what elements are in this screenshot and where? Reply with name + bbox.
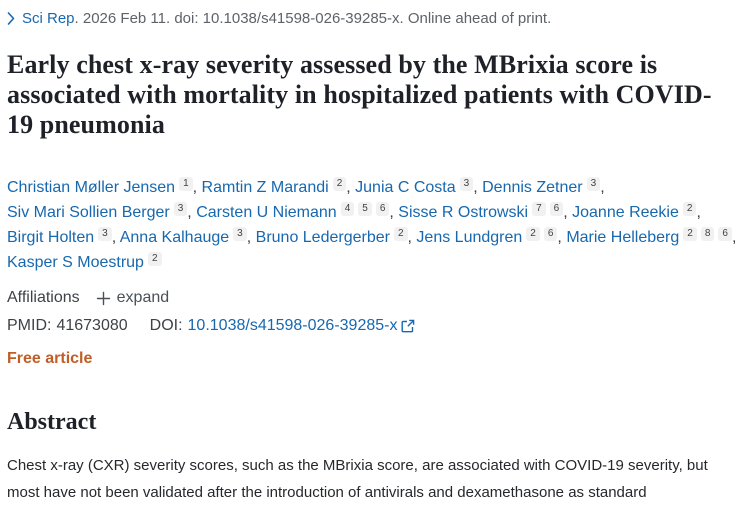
- author-link[interactable]: Birgit Holten: [7, 229, 95, 246]
- author-item: Siv Mari Sollien Berger 3,: [7, 202, 192, 221]
- author-superscripts: 2: [390, 227, 408, 246]
- author-link[interactable]: Carsten U Niemann: [196, 204, 337, 221]
- author-separator: ,: [346, 179, 351, 196]
- journal-link[interactable]: Sci Rep: [22, 10, 75, 27]
- journal-citation-line: Sci Rep. 2026 Feb 11. doi: 10.1038/s4159…: [7, 9, 742, 28]
- free-article-badge: Free article: [7, 350, 93, 367]
- author-item: Ramtin Z Marandi 2,: [201, 177, 351, 196]
- author-separator: ,: [563, 204, 568, 221]
- author-separator: ,: [696, 204, 701, 221]
- author-superscripts: 2: [144, 252, 162, 271]
- affiliation-superscript[interactable]: 3: [459, 177, 474, 191]
- authors-list: Christian Møller Jensen 1, Ramtin Z Maran…: [7, 175, 742, 275]
- plus-icon: [96, 291, 111, 306]
- affiliation-superscript[interactable]: 6: [543, 227, 558, 241]
- author-item: Kasper S Moestrup 2: [7, 252, 162, 271]
- author-item: Junia C Costa 3,: [355, 177, 478, 196]
- affiliation-superscript[interactable]: 6: [718, 227, 732, 241]
- affiliation-superscript[interactable]: 2: [683, 227, 697, 241]
- author-separator: ,: [407, 229, 412, 246]
- pmid-value: 41673080: [56, 317, 128, 334]
- author-separator: ,: [731, 229, 737, 246]
- external-link-icon: [401, 319, 415, 333]
- author-separator: ,: [473, 179, 478, 196]
- affiliation-superscript[interactable]: 1: [179, 177, 193, 191]
- author-item: Joanne Reekie 2,: [572, 202, 701, 221]
- affiliation-superscript[interactable]: 4: [340, 202, 355, 216]
- author-link[interactable]: Kasper S Moestrup: [7, 254, 144, 271]
- author-link[interactable]: Anna Kalhauge: [119, 229, 230, 246]
- author-separator: ,: [600, 179, 605, 196]
- affiliation-superscript[interactable]: 5: [358, 202, 372, 216]
- affiliations-row: Affiliations expand: [7, 289, 742, 307]
- author-link[interactable]: Sisse R Ostrowski: [398, 204, 529, 221]
- author-superscripts: 3: [229, 227, 247, 246]
- author-superscripts: 3: [583, 177, 601, 196]
- author-link[interactable]: Jens Lundgren: [416, 229, 523, 246]
- author-separator: ,: [192, 179, 198, 196]
- expand-affiliations-button[interactable]: expand: [96, 289, 170, 307]
- affiliation-superscript[interactable]: 8: [700, 227, 715, 241]
- chevron-right-icon[interactable]: [7, 12, 15, 25]
- author-superscripts: 2: [329, 177, 347, 196]
- doi-label: DOI:: [149, 317, 183, 334]
- author-separator: ,: [389, 204, 394, 221]
- article-title: Early chest x-ray severity assessed by t…: [7, 50, 712, 139]
- affiliation-superscript[interactable]: 3: [98, 227, 112, 241]
- affiliation-superscript[interactable]: 7: [532, 202, 546, 216]
- author-item: Dennis Zetner 3,: [482, 177, 605, 196]
- affiliation-superscript[interactable]: 3: [586, 177, 601, 191]
- identifiers-row: PMID: 41673080 DOI: 10.1038/s41598-026-3…: [7, 317, 742, 335]
- affiliation-superscript[interactable]: 6: [549, 202, 564, 216]
- author-separator: ,: [557, 229, 562, 246]
- affiliation-superscript[interactable]: 2: [526, 227, 540, 241]
- author-link[interactable]: Joanne Reekie: [572, 204, 679, 221]
- abstract-text: Chest x-ray (CXR) severity scores, such …: [7, 457, 708, 501]
- affiliation-superscript[interactable]: 6: [375, 202, 390, 216]
- expand-affiliations-label: expand: [116, 289, 170, 306]
- pmid-label: PMID:: [7, 317, 52, 334]
- author-link[interactable]: Ramtin Z Marandi: [201, 179, 329, 196]
- affiliations-label: Affiliations: [7, 289, 80, 306]
- author-superscripts: 3: [94, 227, 112, 246]
- author-separator: ,: [246, 229, 252, 246]
- author-link[interactable]: Dennis Zetner: [482, 179, 583, 196]
- author-link[interactable]: Marie Helleberg: [566, 229, 680, 246]
- affiliation-superscript[interactable]: 2: [147, 252, 162, 266]
- author-separator: ,: [187, 204, 192, 221]
- author-link[interactable]: Junia C Costa: [355, 179, 456, 196]
- author-item: Marie Helleberg 2 8 6,: [566, 227, 737, 246]
- citation-text-wrap: Sci Rep. 2026 Feb 11. doi: 10.1038/s4159…: [22, 9, 551, 28]
- author-superscripts: 3: [456, 177, 474, 196]
- doi-link[interactable]: 10.1038/s41598-026-39285-x: [187, 317, 398, 334]
- affiliation-superscript[interactable]: 3: [233, 227, 247, 241]
- author-link[interactable]: Siv Mari Sollien Berger: [7, 204, 170, 221]
- affiliation-superscript[interactable]: 2: [332, 177, 347, 191]
- author-item: Bruno Ledergerber 2,: [255, 227, 412, 246]
- author-superscripts: 3: [170, 202, 188, 221]
- citation-text: . 2026 Feb 11. doi: 10.1038/s41598-026-3…: [74, 10, 552, 27]
- author-item: Carsten U Niemann 4 5 6,: [196, 202, 394, 221]
- author-link[interactable]: Christian Møller Jensen: [7, 179, 176, 196]
- affiliation-superscript[interactable]: 3: [173, 202, 188, 216]
- author-item: Jens Lundgren 2 6,: [416, 227, 562, 246]
- affiliation-superscript[interactable]: 2: [682, 202, 697, 216]
- author-superscripts: 2: [679, 202, 697, 221]
- abstract-heading: Abstract: [7, 409, 97, 435]
- author-separator: ,: [111, 229, 117, 246]
- author-item: Birgit Holten 3,: [7, 227, 117, 246]
- author-item: Christian Møller Jensen 1,: [7, 177, 198, 196]
- author-link[interactable]: Bruno Ledergerber: [255, 229, 390, 246]
- author-item: Sisse R Ostrowski 7 6,: [398, 202, 568, 221]
- affiliation-superscript[interactable]: 2: [393, 227, 408, 241]
- author-item: Anna Kalhauge 3,: [119, 227, 252, 246]
- author-superscripts: 1: [175, 177, 193, 196]
